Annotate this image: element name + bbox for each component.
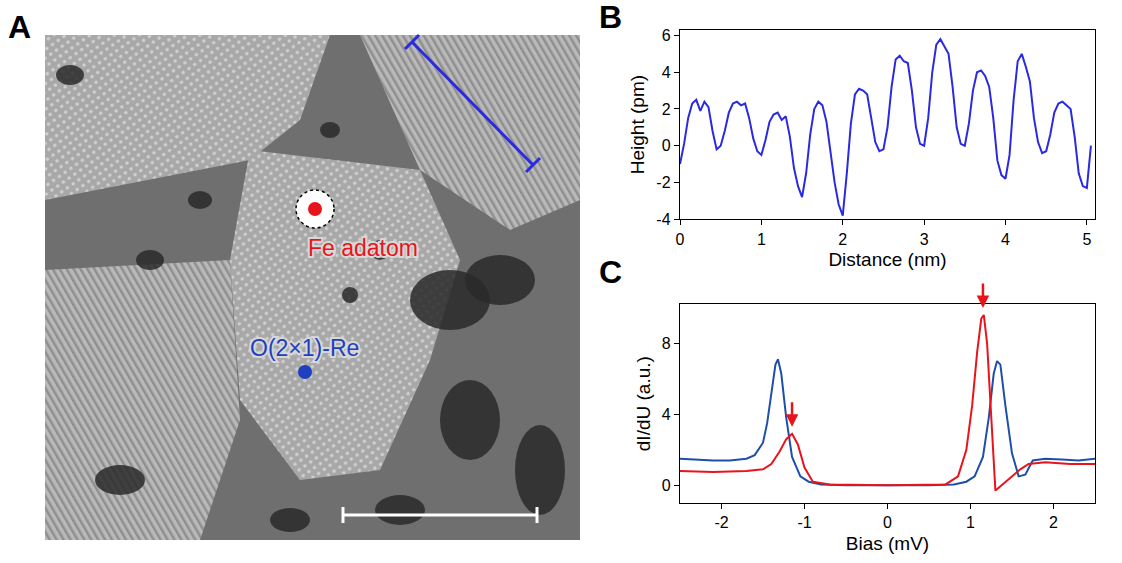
svg-text:A: A <box>8 9 31 45</box>
svg-text:6: 6 <box>662 27 671 44</box>
svg-text:-2: -2 <box>656 174 670 191</box>
svg-text:2: 2 <box>838 231 847 248</box>
svg-text:3: 3 <box>920 231 929 248</box>
svg-text:Distance (nm): Distance (nm) <box>828 249 946 270</box>
svg-text:2: 2 <box>1049 514 1058 531</box>
svg-text:dI/dU (a.u.): dI/dU (a.u.) <box>633 356 654 451</box>
svg-text:8: 8 <box>662 335 671 352</box>
svg-text:4: 4 <box>1001 231 1010 248</box>
svg-text:4: 4 <box>662 64 671 81</box>
svg-text:1: 1 <box>966 514 975 531</box>
svg-text:O(2×1)-Re: O(2×1)-Re <box>250 335 359 361</box>
svg-text:-1: -1 <box>797 514 811 531</box>
svg-text:0: 0 <box>662 477 671 494</box>
svg-text:B: B <box>599 0 622 35</box>
svg-text:Fe adatom: Fe adatom <box>308 235 418 261</box>
svg-text:-4: -4 <box>656 211 670 228</box>
svg-text:2: 2 <box>662 101 671 118</box>
svg-text:Bias (mV): Bias (mV) <box>846 533 929 554</box>
svg-text:-2: -2 <box>714 514 728 531</box>
svg-text:0: 0 <box>662 137 671 154</box>
svg-text:4: 4 <box>662 406 671 423</box>
svg-text:C: C <box>599 254 622 290</box>
svg-text:Height (pm): Height (pm) <box>627 75 648 174</box>
svg-text:5: 5 <box>1082 231 1091 248</box>
svg-text:0: 0 <box>676 231 685 248</box>
svg-text:1: 1 <box>757 231 766 248</box>
svg-text:0: 0 <box>883 514 892 531</box>
